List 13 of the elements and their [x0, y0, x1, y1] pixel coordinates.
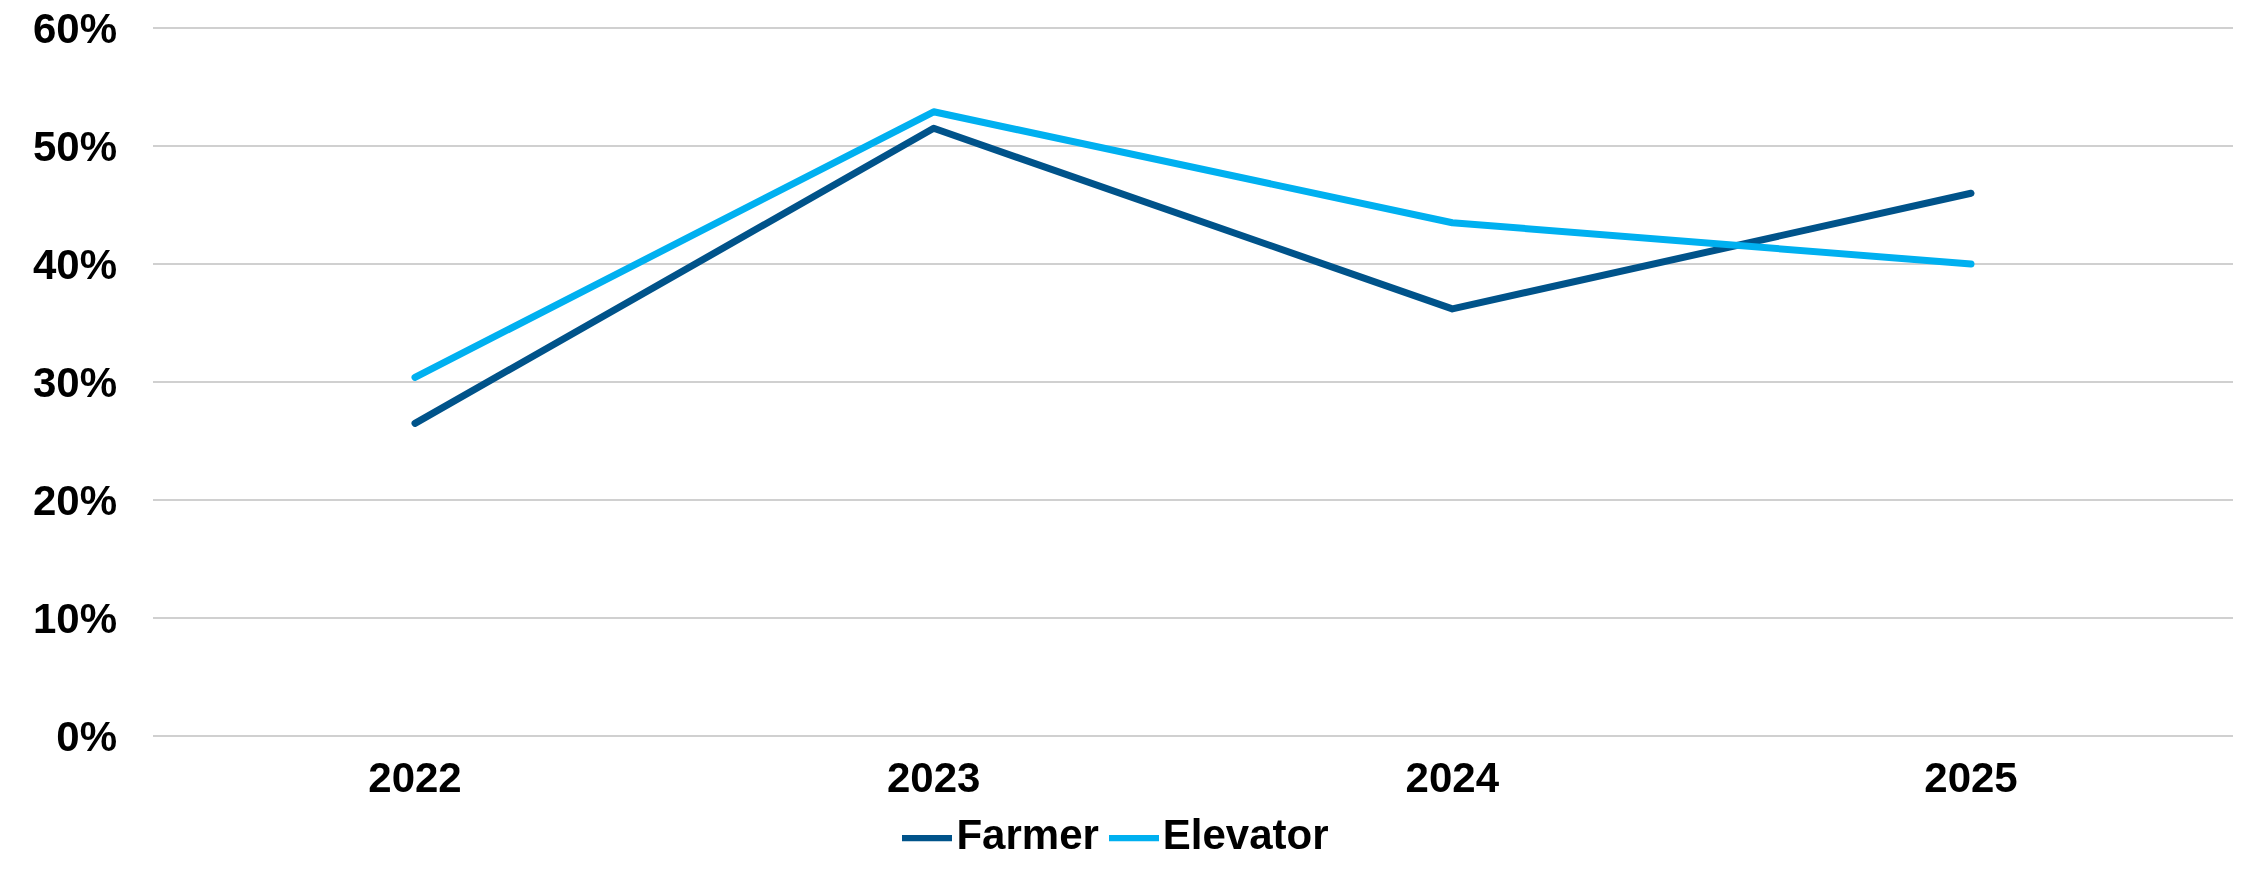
y-tick-label: 40% [32, 240, 117, 288]
x-tick-label: 2024 [1405, 753, 1500, 801]
y-tick-label: 30% [32, 358, 117, 406]
y-tick-label: 10% [32, 594, 117, 642]
y-tick-label: 60% [32, 4, 117, 52]
y-tick-label: 50% [32, 122, 117, 170]
y-tick-label: 20% [32, 476, 117, 524]
legend-label: Elevator [1162, 811, 1329, 859]
x-tick-label: 2025 [1924, 753, 2018, 801]
x-tick-label: 2023 [886, 753, 981, 801]
x-tick-label: 2022 [368, 753, 462, 801]
legend-label: Farmer [956, 811, 1099, 859]
y-tick-label: 0% [56, 713, 117, 760]
